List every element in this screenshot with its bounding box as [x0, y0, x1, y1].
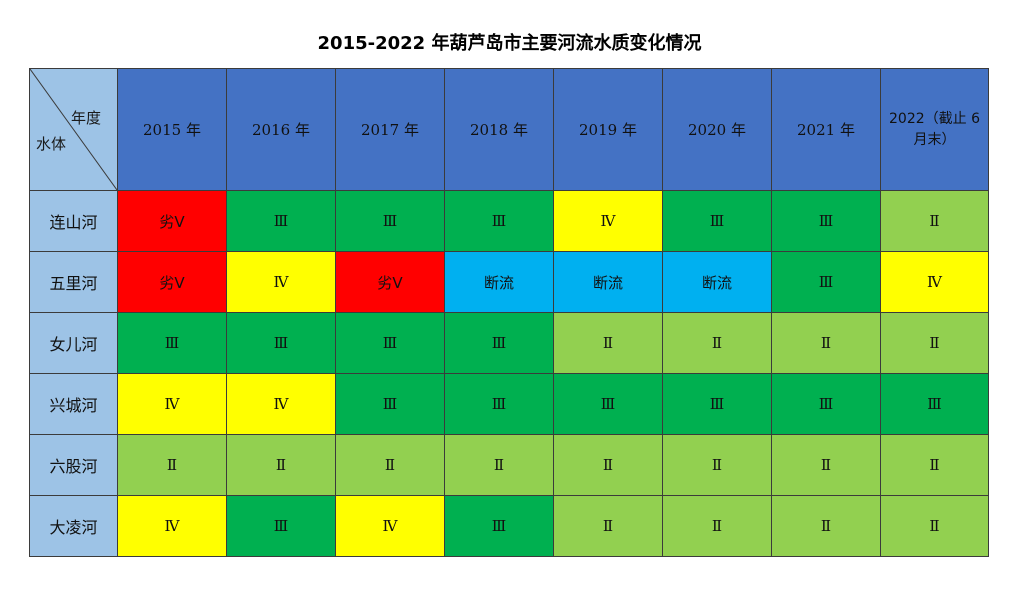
river-name: 五里河	[29, 251, 118, 313]
water-quality-table: 年度 水体 2015 年 2016 年 2017 年 2018 年 2019 年…	[29, 68, 989, 557]
quality-cell: Ⅲ	[553, 373, 663, 435]
quality-cell: Ⅱ	[662, 312, 772, 374]
quality-cell: Ⅱ	[226, 434, 336, 496]
page-title: 2015-2022 年葫芦岛市主要河流水质变化情况	[317, 33, 702, 54]
quality-cell: Ⅱ	[771, 495, 881, 557]
quality-cell: Ⅲ	[662, 190, 772, 252]
river-name: 连山河	[29, 190, 118, 252]
year-header: 2020 年	[662, 68, 772, 191]
quality-cell: Ⅳ	[117, 495, 227, 557]
table-row: 兴城河 Ⅳ Ⅳ Ⅲ Ⅲ Ⅲ Ⅲ Ⅲ Ⅲ	[29, 373, 989, 435]
quality-cell: Ⅱ	[553, 312, 663, 374]
quality-cell: Ⅳ	[335, 495, 445, 557]
quality-cell: Ⅱ	[880, 434, 989, 496]
quality-cell: Ⅱ	[335, 434, 445, 496]
year-header: 2016 年	[226, 68, 336, 191]
quality-cell: Ⅱ	[553, 495, 663, 557]
table-row: 连山河 劣Ⅴ Ⅲ Ⅲ Ⅲ Ⅳ Ⅲ Ⅲ Ⅱ	[29, 190, 989, 252]
quality-cell: Ⅲ	[444, 190, 554, 252]
quality-cell: Ⅱ	[880, 312, 989, 374]
quality-cell: Ⅳ	[226, 373, 336, 435]
year-header: 2019 年	[553, 68, 663, 191]
table-row: 女儿河 Ⅲ Ⅲ Ⅲ Ⅲ Ⅱ Ⅱ Ⅱ Ⅱ	[29, 312, 989, 374]
quality-cell: 断流	[444, 251, 554, 313]
corner-year-label: 年度	[70, 109, 101, 127]
quality-cell: 劣Ⅴ	[335, 251, 445, 313]
quality-cell: Ⅱ	[117, 434, 227, 496]
year-header: 2018 年	[444, 68, 554, 191]
quality-cell: Ⅱ	[444, 434, 554, 496]
quality-cell: 断流	[553, 251, 663, 313]
quality-cell: Ⅲ	[335, 190, 445, 252]
quality-cell: Ⅲ	[880, 373, 989, 435]
year-header: 2021 年	[771, 68, 881, 191]
corner-water-label: 水体	[36, 135, 67, 153]
quality-cell: 断流	[662, 251, 772, 313]
quality-cell: Ⅳ	[117, 373, 227, 435]
year-header: 2017 年	[335, 68, 445, 191]
quality-cell: Ⅱ	[771, 312, 881, 374]
quality-cell: Ⅲ	[771, 251, 881, 313]
diagonal-divider	[30, 69, 117, 190]
quality-cell: Ⅲ	[117, 312, 227, 374]
corner-header: 年度 水体	[29, 68, 118, 191]
quality-cell: Ⅲ	[226, 190, 336, 252]
table-row: 五里河 劣Ⅴ Ⅳ 劣Ⅴ 断流 断流 断流 Ⅲ Ⅳ	[29, 251, 989, 313]
quality-cell: Ⅱ	[662, 434, 772, 496]
header-row: 年度 水体 2015 年 2016 年 2017 年 2018 年 2019 年…	[29, 68, 989, 191]
table-row: 六股河 Ⅱ Ⅱ Ⅱ Ⅱ Ⅱ Ⅱ Ⅱ Ⅱ	[29, 434, 989, 496]
river-name: 女儿河	[29, 312, 118, 374]
year-header: 2015 年	[117, 68, 227, 191]
river-name: 大凌河	[29, 495, 118, 557]
river-name: 六股河	[29, 434, 118, 496]
table-row: 大凌河 Ⅳ Ⅲ Ⅳ Ⅲ Ⅱ Ⅱ Ⅱ Ⅱ	[29, 495, 989, 557]
quality-cell: 劣Ⅴ	[117, 190, 227, 252]
quality-cell: Ⅲ	[444, 495, 554, 557]
quality-cell: Ⅱ	[553, 434, 663, 496]
quality-cell: Ⅱ	[771, 434, 881, 496]
quality-cell: Ⅳ	[226, 251, 336, 313]
quality-cell: Ⅲ	[444, 373, 554, 435]
quality-cell: Ⅲ	[226, 312, 336, 374]
quality-cell: Ⅲ	[335, 312, 445, 374]
quality-cell: 劣Ⅴ	[117, 251, 227, 313]
quality-cell: Ⅲ	[771, 373, 881, 435]
quality-cell: Ⅳ	[553, 190, 663, 252]
quality-cell: Ⅲ	[335, 373, 445, 435]
river-name: 兴城河	[29, 373, 118, 435]
quality-cell: Ⅱ	[880, 495, 989, 557]
quality-cell: Ⅲ	[771, 190, 881, 252]
quality-cell: Ⅱ	[662, 495, 772, 557]
year-header: 2022（截止 6 月末）	[880, 68, 989, 191]
quality-cell: Ⅲ	[226, 495, 336, 557]
quality-cell: Ⅳ	[880, 251, 989, 313]
quality-cell: Ⅲ	[444, 312, 554, 374]
quality-cell: Ⅲ	[662, 373, 772, 435]
quality-cell: Ⅱ	[880, 190, 989, 252]
